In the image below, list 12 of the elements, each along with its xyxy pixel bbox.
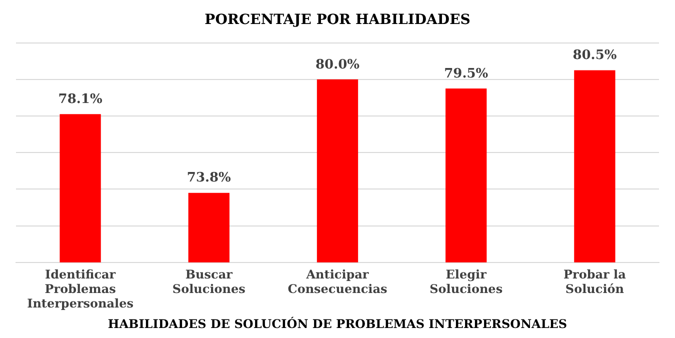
chart-title: PORCENTAJE POR HABILIDADES [204,12,470,28]
x-axis-title: HABILIDADES DE SOLUCIÓN DE PROBLEMAS INTERPERSONALES [108,316,568,331]
x-tick-label: Identificar Problemas Interpersonales [27,268,134,311]
x-tick-label: Elegir Soluciones [430,268,503,296]
x-tick-label: Buscar Soluciones [172,268,246,296]
data-label: 80.5% [572,48,618,64]
data-label: 78.1% [58,92,103,108]
data-label: 80.0% [315,57,360,72]
data-label: 73.8% [186,170,232,186]
data-label: 79.5% [444,66,489,82]
x-tick-label: Anticipar Consecuencias [288,268,388,296]
x-tick-label: Probar la Solución [564,268,626,296]
